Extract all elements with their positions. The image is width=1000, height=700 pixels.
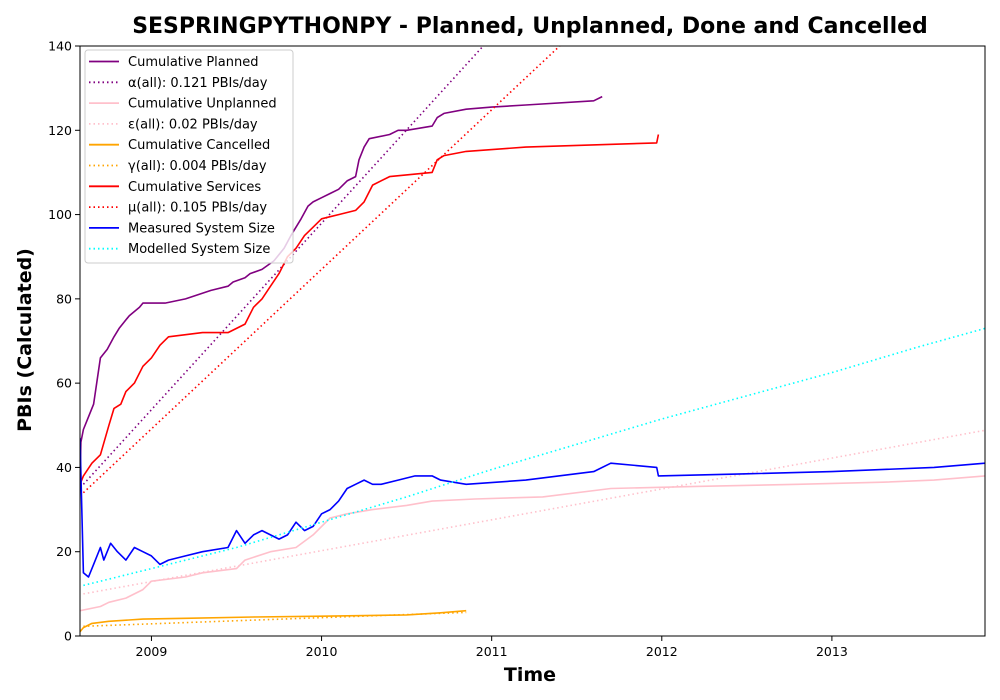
legend-label-modelled-system-size: Modelled System Size — [128, 242, 270, 257]
series-line-5 — [80, 609, 467, 633]
series-line-7 — [80, 134, 660, 485]
y-tick-label: 20 — [56, 544, 72, 559]
legend-label-all-0-02-pbis-day: ε(all): 0.02 PBIs/day — [128, 117, 258, 132]
series-line-4 — [83, 429, 985, 595]
legend-label-cumulative-planned: Cumulative Planned — [128, 55, 258, 70]
series-line-3 — [80, 475, 985, 612]
x-axis-ticks: 2009 2010 2011 2012 2013 — [136, 636, 848, 659]
series-line-8 — [82, 46, 561, 494]
legend-label-measured-system-size: Measured System Size — [128, 221, 275, 236]
x-axis-label: Time — [504, 664, 556, 686]
y-tick-label: 140 — [48, 39, 72, 54]
y-tick-label: 120 — [48, 123, 72, 138]
y-tick-label: 100 — [48, 207, 72, 222]
legend-label-all-0-004-pbis-day: γ(all): 0.004 PBIs/day — [128, 159, 267, 174]
series-line-6 — [83, 611, 467, 628]
y-axis-ticks: 0 20 40 60 80 100 120 140 — [48, 39, 80, 644]
y-axis-label: PBIs (Calculated) — [14, 248, 36, 432]
x-tick-label: 2013 — [816, 644, 848, 659]
y-tick-label: 60 — [56, 376, 72, 391]
chart-title: SESPRINGPYTHONPY - Planned, Unplanned, D… — [132, 14, 928, 39]
plot-frame — [79, 45, 986, 637]
legend-label-cumulative-unplanned: Cumulative Unplanned — [128, 97, 277, 112]
x-tick-label: 2009 — [136, 644, 168, 659]
x-tick-label: 2010 — [306, 644, 338, 659]
legend: Cumulative Planned α(all): 0.121 PBIs/day… — [84, 49, 294, 264]
legend-label-all-0-121-pbis-day: α(all): 0.121 PBIs/day — [128, 76, 268, 91]
legend-label-cumulative-cancelled: Cumulative Cancelled — [128, 138, 270, 153]
y-tick-label: 40 — [56, 460, 72, 475]
series-line-1 — [80, 95, 603, 481]
legend-label-cumulative-services: Cumulative Services — [128, 180, 261, 195]
x-tick-label: 2011 — [476, 644, 508, 659]
series-line-10 — [83, 327, 985, 587]
plot-series — [80, 46, 985, 633]
legend-frame — [84, 49, 294, 264]
series-line-9 — [80, 437, 985, 578]
legend-label-all-0-105-pbis-day: μ(all): 0.105 PBIs/day — [128, 201, 267, 216]
y-tick-label: 80 — [56, 291, 72, 306]
x-tick-label: 2012 — [646, 644, 678, 659]
y-tick-label: 0 — [64, 629, 72, 644]
